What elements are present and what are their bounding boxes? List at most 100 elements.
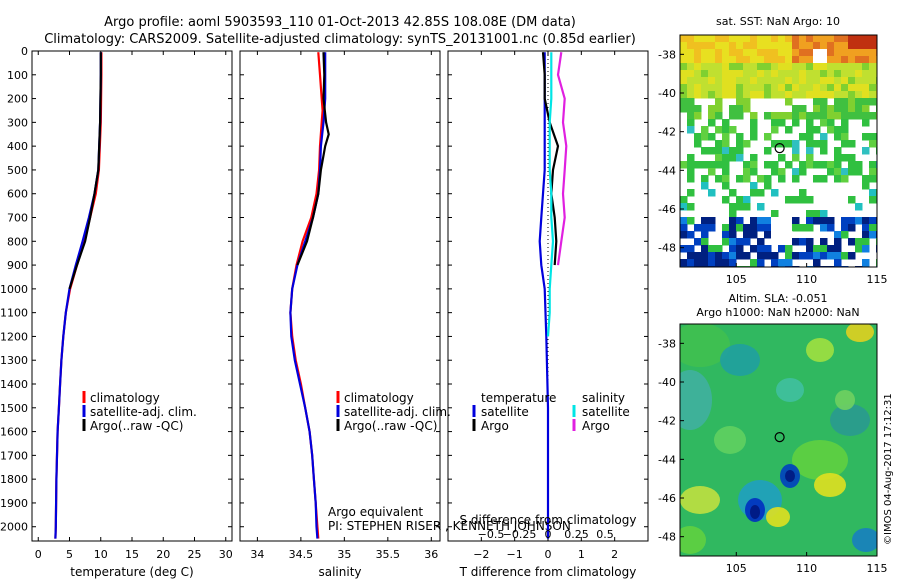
sst-cell xyxy=(764,245,772,253)
sst-cell xyxy=(792,224,800,232)
sst-cell xyxy=(764,224,772,232)
x-tick-label: 2 xyxy=(611,548,618,561)
sst-cell xyxy=(792,42,800,50)
sst-cell xyxy=(834,238,842,246)
sst-cell xyxy=(862,217,870,225)
legend-salinity-header: salinity xyxy=(582,391,625,405)
sst-cell xyxy=(806,147,814,155)
legend-argo-label: Argo(..raw -QC) xyxy=(90,419,183,433)
sst-cell xyxy=(841,231,849,239)
sst-cell xyxy=(736,133,744,141)
sst-cell xyxy=(806,112,814,120)
sst-cell xyxy=(729,126,737,134)
map-x-tick-label: 105 xyxy=(726,562,747,575)
sst-cell xyxy=(841,112,849,120)
sst-cell xyxy=(848,161,856,169)
sst-cell xyxy=(708,119,716,127)
sst-cell xyxy=(862,91,870,99)
sst-cell xyxy=(792,238,800,246)
sst-cell xyxy=(750,217,758,225)
sst-cell xyxy=(680,217,688,225)
sst-cell xyxy=(708,147,716,155)
x-tick-label: 36 xyxy=(424,548,438,561)
sst-cell xyxy=(736,105,744,113)
sst-cell xyxy=(848,98,856,106)
sst-cell xyxy=(757,224,765,232)
sst-cell xyxy=(687,252,695,260)
sst-cell xyxy=(715,154,723,162)
sst-cell xyxy=(855,77,863,85)
sst-cell xyxy=(757,175,765,183)
sst-cell xyxy=(799,105,807,113)
sst-cell xyxy=(792,217,800,225)
sst-cell xyxy=(764,35,772,43)
sst-cell xyxy=(757,91,765,99)
sla-anomaly-blob xyxy=(766,507,790,527)
sst-cell xyxy=(729,259,737,267)
sst-cell xyxy=(862,119,870,127)
sst-cell xyxy=(764,70,772,78)
sst-cell xyxy=(834,133,842,141)
sst-cell xyxy=(736,140,744,148)
sst-cell xyxy=(792,49,800,57)
sst-cell xyxy=(848,168,856,176)
depth-tick-label: 0 xyxy=(21,45,28,58)
sst-cell xyxy=(701,126,709,134)
sst-cell xyxy=(869,35,877,43)
map-x-tick-label: 105 xyxy=(726,273,747,286)
sst-cell xyxy=(764,112,772,120)
sst-cell xyxy=(792,77,800,85)
sst-cell xyxy=(799,35,807,43)
sst-cell xyxy=(862,238,870,246)
sst-cell xyxy=(764,63,772,71)
sst-cell xyxy=(729,84,737,92)
sla-anomaly-blob xyxy=(792,440,848,480)
sst-cell xyxy=(680,84,688,92)
argo-position-marker xyxy=(774,432,785,443)
sst-cell xyxy=(834,231,842,239)
sst-cell xyxy=(785,63,793,71)
sst-cell xyxy=(750,231,758,239)
sst-cell xyxy=(806,84,814,92)
depth-tick-label: 2000 xyxy=(0,521,28,534)
sst-cell xyxy=(827,126,835,134)
sst-cell xyxy=(869,175,877,183)
sst-cell xyxy=(813,91,821,99)
sst-cell xyxy=(687,84,695,92)
sst-cell xyxy=(722,252,730,260)
sst-cell xyxy=(834,154,842,162)
sst-cell xyxy=(729,231,737,239)
sst-cell xyxy=(813,161,821,169)
sst-cell xyxy=(687,161,695,169)
sst-cell xyxy=(757,84,765,92)
sst-cell xyxy=(841,49,849,57)
sst-cell xyxy=(848,217,856,225)
sst-cell xyxy=(813,210,821,218)
sst-cell xyxy=(715,42,723,50)
sst-cell xyxy=(729,112,737,120)
sst-cell xyxy=(827,49,835,57)
sst-cell xyxy=(694,42,702,50)
sst-cell xyxy=(729,35,737,43)
sst-cell xyxy=(834,105,842,113)
sst-cell xyxy=(806,35,814,43)
sst-cell xyxy=(708,77,716,85)
sst-cell xyxy=(694,35,702,43)
sla-anomaly-blob xyxy=(714,426,746,454)
sst-cell xyxy=(757,245,765,253)
top-tick-label: 0.5 xyxy=(596,528,614,541)
sst-cell xyxy=(764,231,772,239)
sst-cell xyxy=(862,147,870,155)
sst-cell xyxy=(764,217,772,225)
sst-cell xyxy=(736,56,744,64)
sst-cell xyxy=(729,147,737,155)
sst-cell xyxy=(855,238,863,246)
sst-cell xyxy=(764,147,772,155)
x-tick-label: 0 xyxy=(545,548,552,561)
sst-cell xyxy=(799,84,807,92)
sst-cell xyxy=(722,259,730,267)
sst-cell xyxy=(827,84,835,92)
sst-cell xyxy=(687,245,695,253)
sst-cell xyxy=(701,238,709,246)
sst-cell xyxy=(757,217,765,225)
